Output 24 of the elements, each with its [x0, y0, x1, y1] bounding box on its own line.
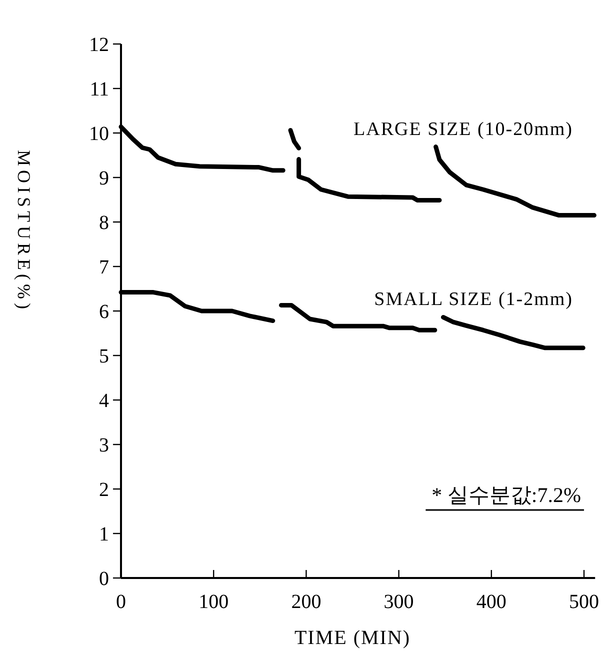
y-tick-label: 3 [99, 434, 109, 456]
x-axis-title: TIME (MIN) [294, 627, 411, 649]
x-tick-label: 0 [116, 591, 126, 613]
x-tick-label: 300 [384, 591, 414, 613]
y-tick-label: 8 [99, 212, 109, 234]
y-tick-label: 5 [99, 346, 109, 368]
y-tick-label: 1 [99, 524, 109, 546]
x-tick-label: 100 [198, 591, 229, 613]
series-label: LARGE SIZE (10-20mm) [354, 118, 573, 140]
y-tick-label: 11 [90, 78, 109, 100]
y-tick-label: 4 [99, 390, 109, 412]
series-label: SMALL SIZE (1-2mm) [374, 289, 573, 310]
y-tick-label: 10 [89, 123, 109, 145]
y-tick-label: 9 [99, 168, 109, 190]
y-tick-label: 7 [99, 256, 109, 278]
y-tick-label: 12 [89, 34, 109, 56]
annotation: * 실수분값:7.2% [432, 483, 581, 507]
y-tick-label: 6 [99, 301, 109, 323]
x-tick-label: 500 [569, 591, 599, 613]
y-axis-title: MOISTURE(%) [14, 150, 34, 313]
y-tick-label: 2 [99, 479, 109, 501]
y-tick-label: 0 [99, 568, 109, 590]
x-tick-label: 400 [476, 591, 506, 613]
x-tick-label: 200 [291, 591, 322, 613]
